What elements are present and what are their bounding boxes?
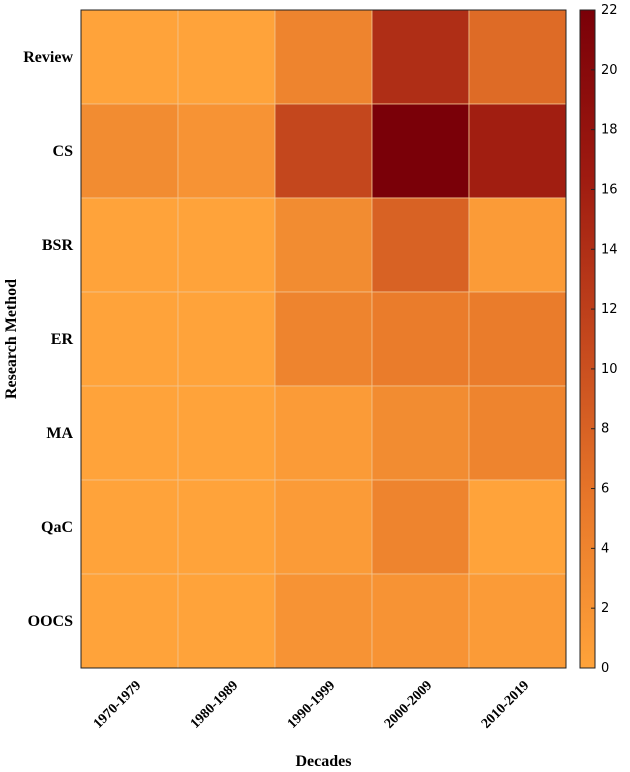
heatmap-cell [177,479,276,575]
heatmap-cell [274,479,373,575]
heatmap-cell [80,573,179,669]
heatmap-cell [371,291,470,387]
heatmap-cells [80,9,567,669]
colorbar-tick-label: 22 [601,3,618,18]
heatmap-cell [80,197,179,293]
row-tick-label: MA [46,425,73,442]
y-axis-label: Research Method [3,279,20,399]
heatmap-cell [371,573,470,669]
colorbar-tick-label: 18 [601,123,618,138]
heatmap-cell [80,291,179,387]
row-tick-label: QaC [41,519,73,536]
row-tick-labels: Review CS BSR ER MA QaC OOCS [23,49,73,630]
colorbar-tick-label: 10 [601,362,618,377]
heatmap-cell [177,9,276,105]
column-tick-label: 2000-2009 [382,678,436,732]
heatmap-cell [371,197,470,293]
column-tick-labels: 1970-1979 1980-1989 1990-1999 2000-2009 2010… [91,678,533,732]
heatmap-cell [274,103,373,199]
heatmap-cell [371,385,470,481]
heatmap-cell [468,9,567,105]
heatmap-cell [177,291,276,387]
heatmap-cell [468,479,567,575]
column-tick-label: 1970-1979 [91,678,145,732]
colorbar-tick-label: 0 [601,661,609,676]
heatmap-cell [177,103,276,199]
plot-frame [80,9,567,669]
colorbar-tick-label: 20 [601,63,618,78]
row-tick-label: CS [53,143,74,160]
heatmap-cell [274,573,373,669]
colorbar-tick-label: 4 [601,541,609,556]
colorbar-tick-label: 6 [601,482,609,497]
colorbar-tick-label: 12 [601,302,618,317]
row-tick-label: OOCS [28,613,73,630]
colorbar-tick-label: 16 [601,182,618,197]
colorbar-tick-label: 2 [601,601,609,616]
heatmap-cell [274,197,373,293]
heatmap-cell [468,197,567,293]
column-tick-label: 1990-1999 [285,678,339,732]
heatmap-cell [177,573,276,669]
heatmap-cell [80,103,179,199]
heatmap-cell [371,103,470,199]
colorbar [579,9,596,669]
row-tick-label: BSR [42,237,74,254]
heatmap-cell [371,479,470,575]
heatmap-cell [274,385,373,481]
colorbar-tick-label: 8 [601,422,609,437]
column-tick-label: 2010-2019 [479,678,533,732]
heatmap-cell [468,103,567,199]
heatmap-cell [274,9,373,105]
colorbar-tick-label: 14 [601,242,618,257]
row-tick-label: Review [23,49,73,66]
heatmap-cell [468,291,567,387]
heatmap-cell [80,479,179,575]
heatmap-cell [274,291,373,387]
heatmap-cell [177,385,276,481]
column-tick-label: 1980-1989 [188,678,242,732]
x-axis-label: Decades [296,753,352,770]
heatmap-cell [177,197,276,293]
heatmap-cell [80,385,179,481]
heatmap-cell [468,385,567,481]
row-tick-label: ER [51,331,74,348]
heatmap-cell [80,9,179,105]
heatmap-cell [468,573,567,669]
colorbar-ticks: 0 2 4 6 8 10 12 14 16 18 20 22 [591,3,618,676]
heatmap-cell [371,9,470,105]
